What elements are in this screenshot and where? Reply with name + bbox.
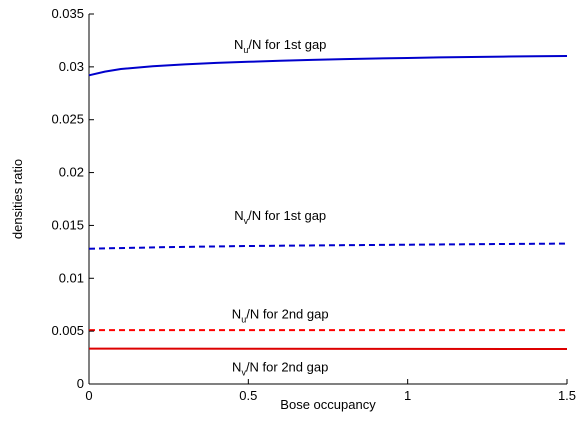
- annotation-2: Nv/N for 1st gap: [234, 208, 326, 226]
- annotation-main: N: [232, 359, 241, 374]
- annotation-subscript: u: [241, 314, 246, 324]
- annotation-3: Nu/N for 2nd gap: [232, 306, 329, 324]
- series-line-1: [88, 55, 568, 77]
- series-layer: [88, 55, 568, 350]
- y-tick-label: 0.035: [51, 6, 84, 21]
- x-tick-label: 0: [85, 388, 92, 403]
- annotation-main: N: [232, 306, 241, 321]
- annotation-rest: /N for 1st gap: [248, 37, 326, 52]
- annotation-rest: /N for 1st gap: [248, 208, 326, 223]
- annotation-4: Nv/N for 2nd gap: [232, 359, 328, 377]
- y-tick-label: 0.01: [59, 270, 84, 285]
- x-axis-label: Bose occupancy: [280, 397, 376, 412]
- y-tick-label: 0: [77, 376, 84, 391]
- annotation-subscript: u: [243, 45, 248, 55]
- annotation-main: N: [234, 208, 243, 223]
- annotation-rest: /N for 2nd gap: [246, 306, 328, 321]
- annotation-rest: /N for 2nd gap: [246, 359, 328, 374]
- y-tick-label: 0.005: [51, 323, 84, 338]
- x-tick-label: 0.5: [239, 388, 257, 403]
- series-line-2: [88, 242, 568, 250]
- axes-layer: [88, 14, 567, 385]
- y-tick-label: 0.025: [51, 112, 84, 127]
- y-tick-label: 0.03: [59, 59, 84, 74]
- annotation-main: N: [234, 37, 243, 52]
- x-tick-label: 1.5: [558, 388, 576, 403]
- annotation-1: Nu/N for 1st gap: [234, 37, 326, 55]
- y-axis-label: densities ratio: [10, 159, 25, 239]
- y-tick-label: 0.02: [59, 165, 84, 180]
- ticks-layer: 0 0.5 1 1.5 0 0.005 0.01 0.015 0.02 0.025 0.03 0.03…: [51, 6, 576, 403]
- y-tick-label: 0.015: [51, 217, 84, 232]
- annotation-subscript: v: [241, 367, 246, 377]
- annotation-subscript: v: [244, 216, 249, 226]
- x-tick-label: 1: [404, 388, 411, 403]
